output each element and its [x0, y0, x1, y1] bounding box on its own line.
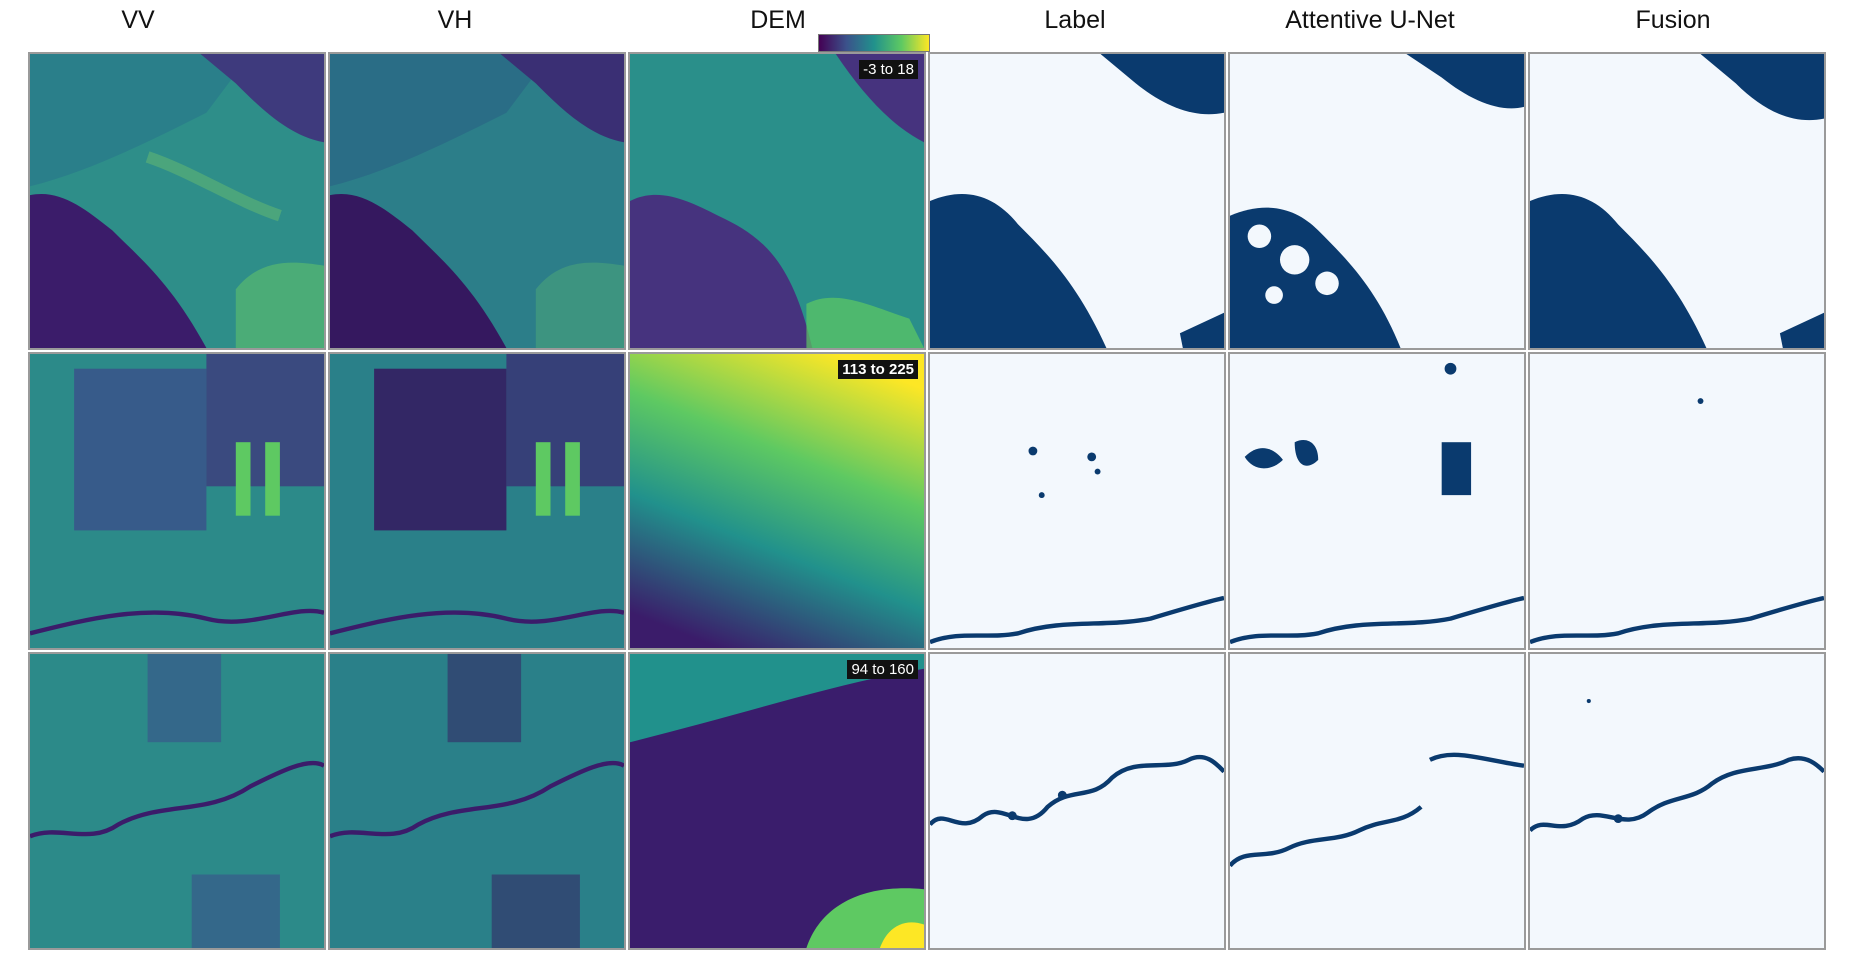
row3-label-mask [928, 652, 1226, 950]
row2-vh-image [328, 352, 626, 650]
row2-attentive-unet-mask [1228, 352, 1526, 650]
column-title-label: Label [1044, 6, 1106, 34]
row1-attentive-unet-mask [1228, 52, 1526, 350]
row1-vh-image [328, 52, 626, 350]
column-header: VV VH DEM Label Attentive U-Net Fusion [0, 0, 1858, 52]
row1-vv-image [28, 52, 326, 350]
dem-range-badge: 113 to 225 [838, 360, 918, 379]
dem-colorbar [818, 34, 930, 52]
column-title-vh: VH [437, 6, 473, 34]
row1-fusion-mask [1528, 52, 1826, 350]
row3-vv-image [28, 652, 326, 950]
row2-vv-image [28, 352, 326, 650]
row3-fusion-mask [1528, 652, 1826, 950]
row3-attentive-unet-mask [1228, 652, 1526, 950]
column-title-vv: VV [121, 6, 155, 34]
row1-label-mask [928, 52, 1226, 350]
row3-vh-image [328, 652, 626, 950]
row2-label-mask [928, 352, 1226, 650]
dem-range-badge: 94 to 160 [847, 660, 918, 679]
row3-dem-image: 94 to 160 [628, 652, 926, 950]
column-title-dem: DEM [750, 6, 806, 34]
row2-dem-image: 113 to 225 [628, 352, 926, 650]
row2-fusion-mask [1528, 352, 1826, 650]
row1-dem-image: -3 to 18 [628, 52, 926, 350]
dem-range-badge: -3 to 18 [859, 60, 918, 79]
column-title-attentive-unet: Attentive U-Net [1285, 6, 1455, 34]
column-title-fusion: Fusion [1635, 6, 1711, 34]
